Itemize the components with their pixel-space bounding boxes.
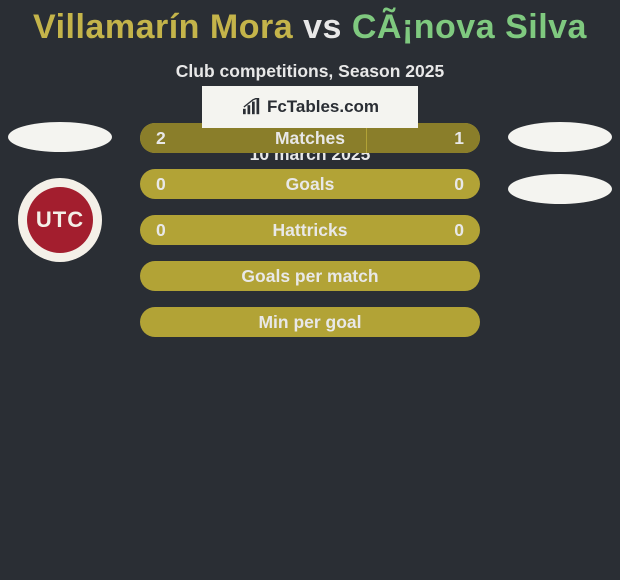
- chart-icon: [241, 98, 263, 116]
- stat-value-right: 0: [454, 174, 464, 195]
- club-badge-text: UTC: [36, 207, 84, 233]
- stat-row: Goals per match: [140, 261, 480, 291]
- player2-name: CÃ¡nova Silva: [352, 8, 587, 46]
- stat-row: 0 Hattricks 0: [140, 215, 480, 245]
- player1-name: Villamarín Mora: [33, 8, 293, 46]
- vs-text: vs: [303, 8, 342, 46]
- comparison-title: Villamarín Mora vs CÃ¡nova Silva: [0, 0, 620, 47]
- stat-row: Min per goal: [140, 307, 480, 337]
- player2-photo: [508, 122, 612, 152]
- player2-club-badge: [508, 174, 612, 204]
- stat-label: Goals per match: [241, 266, 378, 287]
- player1-photo: [8, 122, 112, 152]
- stat-value-right: 1: [454, 128, 464, 149]
- stats-container: 2 Matches 1 0 Goals 0 0 Hattricks 0 Goals per mat…: [140, 123, 480, 353]
- stat-value-left: 0: [156, 174, 166, 195]
- stat-label: Goals: [286, 174, 335, 195]
- stat-value-right: 0: [454, 220, 464, 241]
- stat-value-left: 2: [156, 128, 166, 149]
- stat-label: Matches: [275, 128, 345, 149]
- stat-value-left: 0: [156, 220, 166, 241]
- stat-label: Hattricks: [273, 220, 348, 241]
- subtitle: Club competitions, Season 2025: [0, 61, 620, 82]
- stat-row: 0 Goals 0: [140, 169, 480, 199]
- stat-row: 2 Matches 1: [140, 123, 480, 153]
- stat-label: Min per goal: [258, 312, 361, 333]
- watermark-text: FcTables.com: [267, 97, 379, 117]
- player1-club-badge: UTC: [18, 178, 102, 262]
- watermark: FcTables.com: [202, 86, 418, 128]
